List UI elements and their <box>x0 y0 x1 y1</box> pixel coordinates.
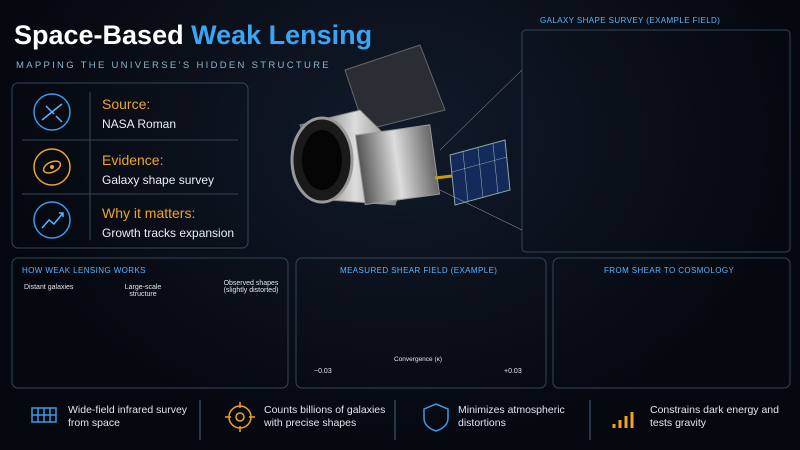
panel-title: FROM SHEAR TO COSMOLOGY <box>604 266 735 275</box>
feature-text: Counts billions of galaxies with precise… <box>264 404 386 429</box>
subtitle: MAPPING THE UNIVERSE’S HIDDEN STRUCTURE <box>16 60 331 71</box>
feature-icons <box>31 400 634 440</box>
card-icons <box>33 93 71 239</box>
title-part: Weak Lensing <box>191 20 373 50</box>
card-text: Galaxy shape survey <box>102 173 215 187</box>
panel-title: HOW WEAK LENSING WORKS <box>22 266 146 275</box>
title: Space-Based Weak Lensing <box>14 20 372 51</box>
card-label: Source: <box>102 96 151 112</box>
feature-text: Constrains dark energy and tests gravity <box>650 404 779 429</box>
feature-text: Minimizes atmospheric distortions <box>458 404 565 429</box>
card-label: Why it matters: <box>102 205 196 221</box>
telescope <box>290 44 523 231</box>
card-text: Growth tracks expansion <box>102 226 235 240</box>
lens-label: Observed shapes (slightly distorted) <box>223 280 279 294</box>
feature-text: Wide-field infrared survey from space <box>68 404 188 429</box>
lens-label: Distant galaxies <box>24 284 74 291</box>
colorbar-min: −0.03 <box>314 368 332 375</box>
title-part: Space-Based <box>14 20 184 50</box>
card-label: Evidence: <box>102 152 164 168</box>
colorbar-label: Convergence (κ) <box>394 356 443 363</box>
panels <box>11 29 791 389</box>
panel-title: MEASURED SHEAR FIELD (EXAMPLE) <box>340 266 498 275</box>
lens-label: Large-scale structure <box>124 284 162 298</box>
panel-title: GALAXY SHAPE SURVEY (EXAMPLE FIELD) <box>540 16 721 25</box>
card-text: NASA Roman <box>102 117 177 131</box>
colorbar-max: +0.03 <box>504 368 522 375</box>
